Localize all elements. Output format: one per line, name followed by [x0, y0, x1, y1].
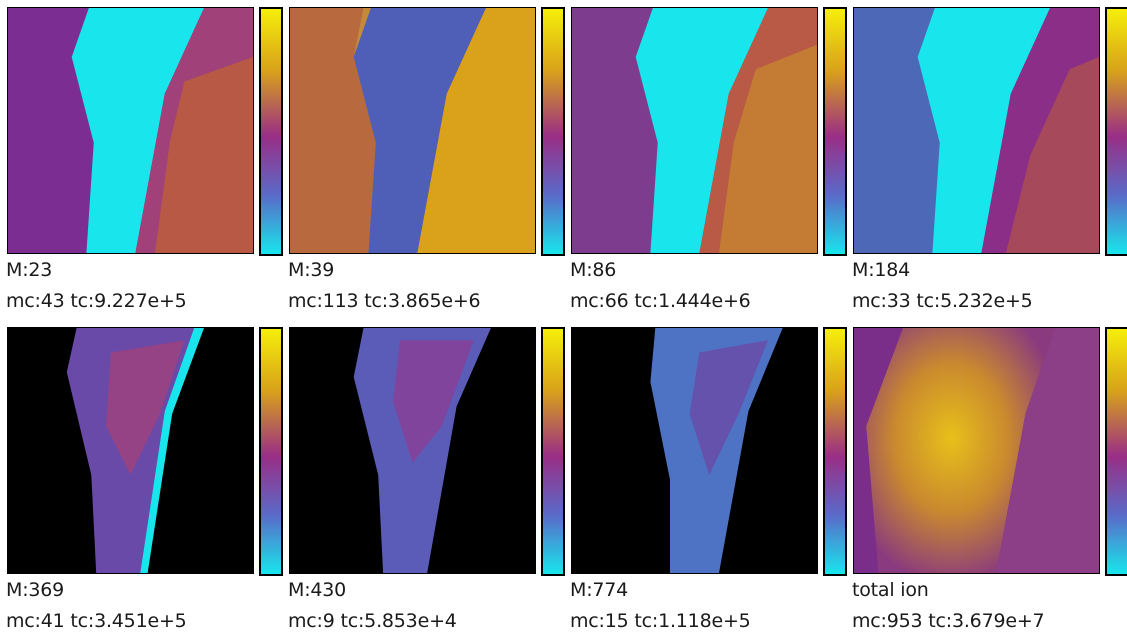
ion-image-m369[interactable] [7, 327, 254, 574]
ion-image-panel: M:369 mc:41 tc:3.451e+5 [0, 320, 283, 640]
colorbar [823, 7, 847, 256]
mass-label: total ion [852, 579, 929, 601]
mass-label: M:184 [852, 259, 911, 281]
colorbar [259, 7, 283, 256]
ion-image-panel: M:184 mc:33 tc:5.232e+5 [846, 0, 1127, 320]
mass-label: M:430 [288, 579, 347, 601]
colorbar [1105, 327, 1127, 576]
ion-image-m86[interactable] [571, 7, 818, 254]
count-stats: mc:113 tc:3.865e+6 [288, 290, 481, 312]
mass-label: M:369 [6, 579, 65, 601]
count-stats: mc:43 tc:9.227e+5 [6, 290, 187, 312]
ion-image-panel: total ion mc:953 tc:3.679e+7 [846, 320, 1127, 640]
ion-image-m430[interactable] [289, 327, 536, 574]
ion-image-total-ion[interactable] [853, 327, 1100, 574]
count-stats: mc:66 tc:1.444e+6 [570, 290, 751, 312]
ion-image-panel: M:23 mc:43 tc:9.227e+5 [0, 0, 283, 320]
count-stats: mc:9 tc:5.853e+4 [288, 610, 457, 632]
colorbar [541, 7, 565, 256]
count-stats: mc:41 tc:3.451e+5 [6, 610, 187, 632]
ion-image-panel: M:774 mc:15 tc:1.118e+5 [564, 320, 847, 640]
count-stats: mc:15 tc:1.118e+5 [570, 610, 751, 632]
colorbar [823, 327, 847, 576]
colorbar [541, 327, 565, 576]
ion-image-panel: M:430 mc:9 tc:5.853e+4 [282, 320, 565, 640]
ion-image-m39[interactable] [289, 7, 536, 254]
mass-label: M:774 [570, 579, 629, 601]
ion-image-panel: M:39 mc:113 tc:3.865e+6 [282, 0, 565, 320]
ion-image-m184[interactable] [853, 7, 1100, 254]
count-stats: mc:33 tc:5.232e+5 [852, 290, 1033, 312]
ion-image-panel: M:86 mc:66 tc:1.444e+6 [564, 0, 847, 320]
ion-image-m23[interactable] [7, 7, 254, 254]
count-stats: mc:953 tc:3.679e+7 [852, 610, 1045, 632]
mass-label: M:86 [570, 259, 617, 281]
ion-image-m774[interactable] [571, 327, 818, 574]
colorbar [1105, 7, 1127, 256]
mass-label: M:23 [6, 259, 53, 281]
colorbar [259, 327, 283, 576]
mass-label: M:39 [288, 259, 335, 281]
